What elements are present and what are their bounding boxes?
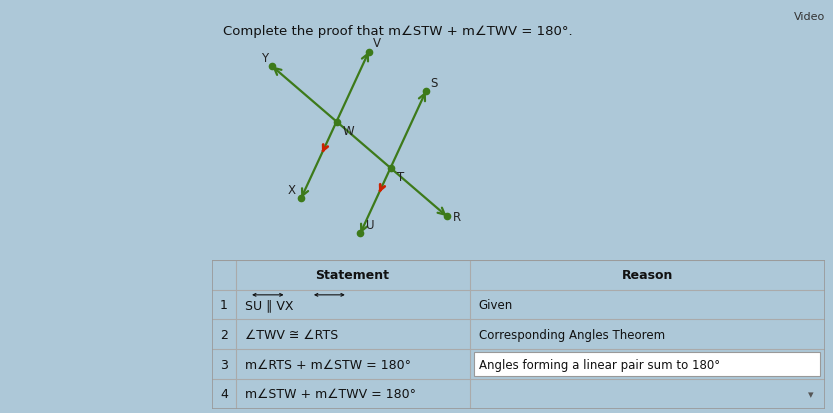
- Text: Given: Given: [479, 298, 513, 311]
- Text: V: V: [373, 37, 382, 50]
- Text: 2: 2: [220, 328, 228, 341]
- Text: 1: 1: [220, 298, 228, 311]
- Text: Corresponding Angles Theorem: Corresponding Angles Theorem: [479, 328, 665, 341]
- Text: m∠STW + m∠TWV = 180°: m∠STW + m∠TWV = 180°: [245, 387, 416, 401]
- Text: Statement: Statement: [316, 268, 390, 282]
- Text: U: U: [367, 218, 375, 232]
- Text: Angles forming a linear pair sum to 180°: Angles forming a linear pair sum to 180°: [479, 358, 720, 371]
- Bar: [475, 352, 820, 376]
- Text: m∠RTS + m∠STW = 180°: m∠RTS + m∠STW = 180°: [245, 358, 411, 371]
- Text: R: R: [452, 210, 461, 223]
- Text: T: T: [397, 171, 404, 184]
- Text: Y: Y: [261, 52, 268, 65]
- Text: ∠TWV ≅ ∠RTS: ∠TWV ≅ ∠RTS: [245, 328, 338, 341]
- Text: Reason: Reason: [621, 268, 673, 282]
- Text: X: X: [287, 183, 295, 196]
- Text: SU ∥ VX: SU ∥ VX: [245, 298, 293, 311]
- Text: 3: 3: [220, 358, 228, 371]
- Text: 4: 4: [220, 387, 228, 401]
- Text: Video: Video: [793, 12, 825, 22]
- Text: Complete the proof that m∠STW + m∠TWV = 180°.: Complete the proof that m∠STW + m∠TWV = …: [223, 25, 572, 38]
- Text: S: S: [431, 77, 437, 90]
- Text: ▾: ▾: [808, 389, 814, 399]
- Text: W: W: [342, 125, 354, 138]
